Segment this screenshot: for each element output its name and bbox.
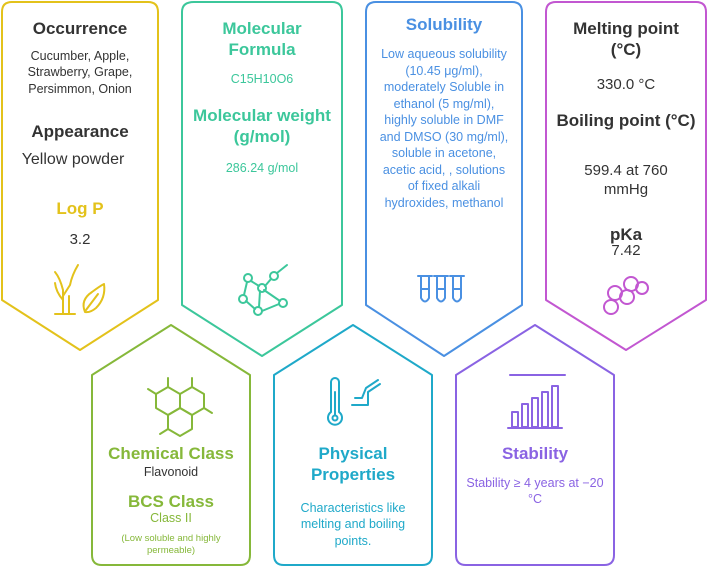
formula-title: Molecular Formula	[222, 19, 302, 60]
solubility-card	[365, 1, 523, 357]
logp-value: 3.2	[69, 231, 91, 248]
appearance-title: Appearance	[31, 122, 129, 141]
bcs-class-note: (Low soluble and highly permeable)	[121, 533, 221, 556]
formula-value: C15H10O6	[230, 72, 294, 86]
appearance-value: Yellow powder	[21, 151, 125, 168]
plant-leaf-icon	[54, 264, 106, 315]
weight-title: Molecular weight (g/mol)	[193, 106, 331, 147]
logp-title: Log P	[56, 199, 104, 218]
hexagon-structure-icon	[147, 377, 213, 437]
weight-value: 286.24 g/mol	[225, 161, 299, 175]
boiling-title: Boiling point (°C)	[556, 111, 696, 130]
stability-text: Stability ≥ 4 years at −20 °C	[466, 476, 604, 507]
test-tubes-icon	[417, 275, 465, 303]
molecule-network-icon	[238, 264, 288, 316]
chemical-class-title: Chemical Class	[108, 444, 234, 463]
solubility-text: Low aqueous solubility (10.45 μg/ml), mo…	[379, 47, 509, 210]
pka-title: pKa	[609, 225, 643, 244]
chemical-class-value: Flavonoid	[143, 465, 199, 479]
melting-card	[545, 1, 707, 351]
solubility-title: Solubility	[405, 15, 483, 34]
bcs-class-value: Class II	[150, 511, 192, 525]
physical-properties-title: Physical Properties	[310, 444, 396, 485]
physical-properties-text: Characteristics like melting and boiling…	[300, 501, 406, 548]
occurrence-text: Cucumber, Apple, Strawberry, Grape, Pers…	[27, 49, 133, 96]
melting-title: Melting point (°C)	[573, 19, 679, 60]
bcs-class-title: BCS Class	[128, 492, 214, 511]
melting-value: 330.0 °C	[596, 76, 656, 93]
pka-value: 7.42	[611, 242, 641, 259]
molecule-chain-icon	[603, 276, 649, 315]
stability-title: Stability	[501, 444, 569, 463]
stability-card	[455, 324, 615, 566]
thermometer-graph-icon	[327, 377, 381, 426]
physical-properties-card	[273, 324, 433, 566]
boiling-value: 599.4 at 760 mmHg	[584, 162, 668, 198]
occurrence-card	[1, 1, 159, 351]
molecular-card	[181, 1, 343, 357]
bar-chart-icon	[507, 374, 566, 429]
chemical-class-card	[91, 324, 251, 566]
occurrence-title: Occurrence	[32, 19, 128, 38]
